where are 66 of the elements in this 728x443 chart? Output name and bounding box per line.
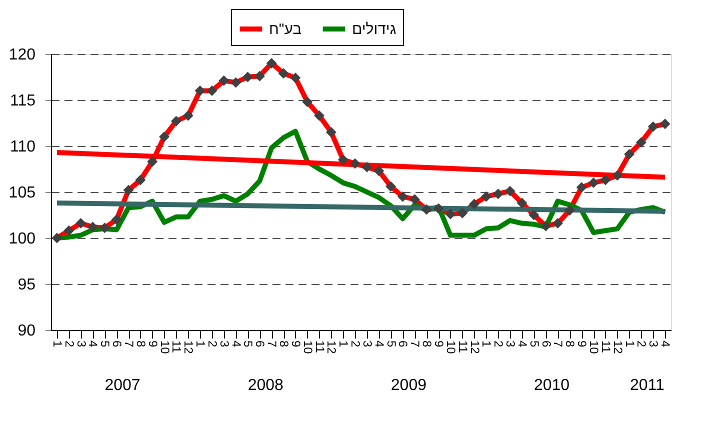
x-tick-label: 2 [348, 340, 363, 348]
x-tick-label: 11 [312, 340, 327, 354]
x-tick-label: 4 [658, 340, 673, 348]
x-tick-label: 6 [539, 340, 554, 348]
text: 2010 [534, 377, 570, 394]
x-tick-label: 1 [194, 340, 208, 348]
x-tick-label: 8 [563, 340, 578, 348]
x-tick-label: 1 [336, 340, 351, 348]
text: 2009 [390, 377, 427, 394]
x-tick-label: 11 [598, 340, 613, 354]
x-tick-label: 7 [122, 340, 136, 348]
x-tick-label: 3 [360, 340, 374, 348]
x-tick-label: 10 [587, 340, 601, 354]
text: 2008 [248, 377, 284, 394]
text: 2007 [104, 377, 140, 394]
x-tick-label: 8 [277, 340, 291, 348]
x-tick-label: 4 [229, 340, 244, 348]
x-tick-label: 2 [634, 340, 649, 348]
x-tick-label: 2 [205, 340, 220, 348]
y-tick-label: 105 [8, 184, 36, 202]
x-tick-label: 7 [408, 340, 422, 348]
x-tick-label: 10 [300, 340, 315, 354]
x-tick-label: 6 [110, 340, 124, 348]
x-tick-label: 5 [241, 340, 256, 348]
x-tick-label: 5 [527, 340, 542, 348]
x-tick-label: 3 [646, 340, 661, 348]
y-tick-label: 95 [18, 276, 36, 294]
x-tick-label: 12 [610, 340, 625, 354]
x-tick-label: 12 [182, 340, 196, 354]
x-tick-label: 12 [468, 340, 482, 354]
x-tick-label: 7 [551, 340, 566, 348]
y-tick-label: 90 [18, 322, 36, 340]
x-tick-label: 11 [456, 340, 470, 354]
x-tick-label: 10 [444, 340, 458, 354]
x-tick-label: 11 [170, 340, 184, 354]
legend-label: בע"ח [269, 21, 302, 38]
x-tick-label: 3 [504, 340, 518, 348]
x-tick-label: 12 [324, 340, 339, 354]
x-tick-label: 2 [492, 340, 506, 348]
x-tick-label: 9 [288, 340, 303, 348]
y-tick-label: 120 [8, 46, 36, 64]
x-tick-label: 10 [158, 340, 172, 354]
legend-label: גידולים [352, 21, 396, 38]
y-tick-label: 110 [10, 138, 36, 156]
x-tick-label: 3 [217, 340, 232, 348]
x-tick-label: 1 [480, 340, 494, 348]
x-tick-label: 3 [74, 340, 88, 348]
y-tick-label: 100 [8, 230, 36, 248]
x-tick-label: 6 [396, 340, 410, 348]
x-tick-label: 1 [622, 340, 637, 348]
x-tick-label: 4 [86, 340, 100, 348]
x-tick-label: 8 [134, 340, 148, 348]
x-tick-label: 6 [253, 340, 268, 348]
x-tick-label: 7 [265, 340, 280, 348]
y-tick-label: 115 [10, 92, 36, 110]
x-tick-label: 9 [146, 340, 160, 348]
x-tick-label: 5 [384, 340, 398, 348]
x-tick-label: 8 [420, 340, 434, 348]
x-tick-label: 4 [515, 340, 530, 348]
text: 2011 [630, 377, 664, 394]
x-tick-label: 2 [62, 340, 76, 348]
x-tick-label: 4 [372, 340, 386, 348]
x-tick-label: 5 [98, 340, 112, 348]
x-tick-label: 1 [50, 340, 64, 348]
x-tick-label: 9 [432, 340, 446, 348]
x-tick-label: 9 [575, 340, 590, 348]
